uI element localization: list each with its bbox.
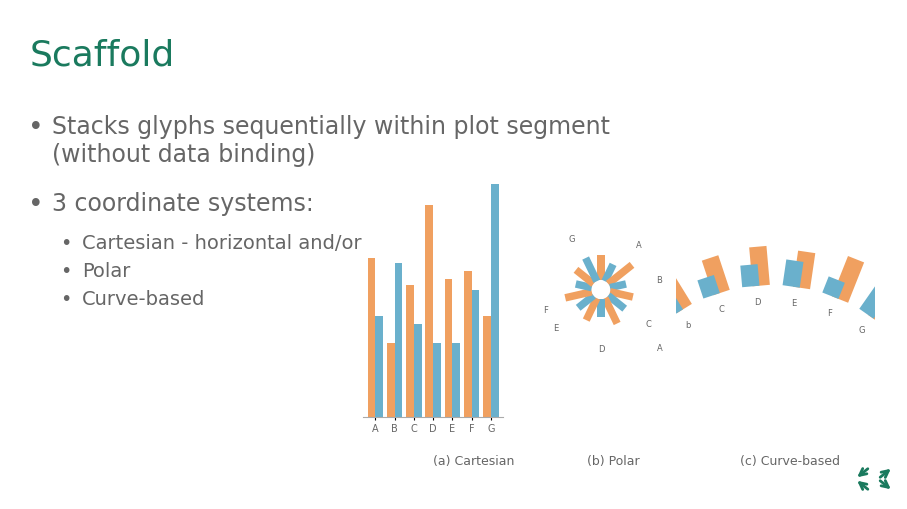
Polygon shape [628,308,658,339]
Text: b: b [686,320,691,329]
Text: Stacks glyphs sequentially within plot segment: Stacks glyphs sequentially within plot s… [52,115,610,139]
Text: Scaffold: Scaffold [30,38,175,72]
Text: Polar: Polar [82,262,131,280]
Polygon shape [597,299,605,317]
Polygon shape [576,293,596,311]
Text: (b) Polar: (b) Polar [587,454,639,467]
Bar [463,272,472,417]
Polygon shape [740,265,759,288]
Text: Cartesian - horizontal and/or vertical: Cartesian - horizontal and/or vertical [82,234,441,252]
Text: (c) Curve-based: (c) Curve-based [740,454,840,467]
Bar [425,206,434,417]
Polygon shape [597,255,605,281]
Text: D: D [754,297,761,306]
Bar [472,290,479,417]
Polygon shape [573,267,596,287]
Polygon shape [702,256,730,296]
Polygon shape [659,276,692,314]
Text: Curve-based: Curve-based [82,290,205,308]
Polygon shape [793,251,815,290]
Bar [414,325,422,417]
Text: C: C [646,319,652,328]
Bar [375,317,383,417]
Bar [444,280,453,417]
Polygon shape [610,281,627,292]
Polygon shape [823,277,844,299]
Text: G: G [569,235,575,244]
Bar [434,343,441,417]
Polygon shape [697,275,720,299]
Text: E: E [553,323,559,332]
Bar [406,285,414,417]
Bar [483,317,491,417]
Polygon shape [601,297,620,325]
Bar [367,259,375,417]
Text: (a) Cartesian: (a) Cartesian [434,454,514,467]
Text: G: G [858,325,865,334]
Text: •: • [28,191,44,217]
Text: D: D [598,344,604,353]
Polygon shape [625,321,651,346]
Text: B: B [656,275,661,285]
Text: •: • [28,115,44,140]
Polygon shape [610,289,634,301]
Text: C: C [718,305,725,314]
Polygon shape [868,301,892,325]
Polygon shape [859,270,901,319]
Polygon shape [575,281,592,292]
Polygon shape [583,297,600,322]
Polygon shape [582,257,600,284]
Polygon shape [749,246,770,287]
Bar [395,264,403,417]
Text: (without data binding): (without data binding) [52,143,316,166]
Text: •: • [60,290,72,308]
Text: 3 coordinate systems:: 3 coordinate systems: [52,191,314,216]
Text: F: F [543,305,548,315]
Text: •: • [60,234,72,252]
Text: A: A [636,241,641,250]
Bar [453,343,460,417]
Bar [387,343,395,417]
Polygon shape [832,257,864,303]
Polygon shape [601,263,617,284]
Text: •: • [60,262,72,280]
Polygon shape [606,263,634,287]
Polygon shape [606,293,627,312]
Text: E: E [792,299,796,307]
Polygon shape [564,289,592,302]
Polygon shape [783,260,804,288]
Text: F: F [827,308,832,317]
Polygon shape [659,295,683,319]
Text: A: A [657,343,662,352]
Bar [491,184,499,417]
